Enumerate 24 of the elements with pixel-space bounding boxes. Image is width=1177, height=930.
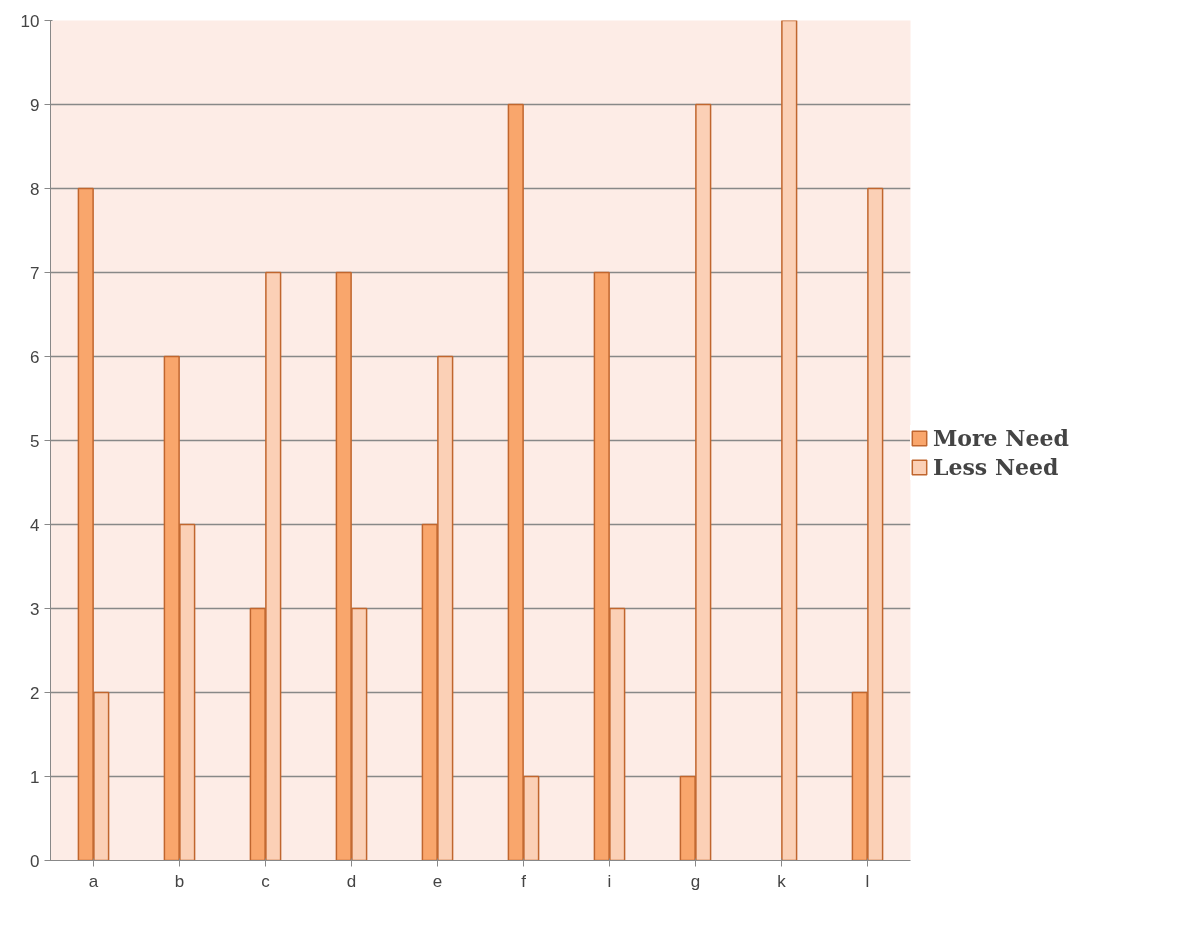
x-tick-label: e [432, 871, 443, 891]
y-tick-label: 7 [30, 263, 40, 283]
x-tick-label: c [261, 871, 271, 891]
y-tick-label: 0 [30, 851, 40, 871]
x-tick-label: a [88, 871, 99, 891]
x-tick-label: i [607, 871, 612, 891]
y-tick-label: 8 [30, 179, 40, 199]
x-tick-label: l [865, 871, 870, 891]
y-tick-label: 2 [30, 683, 40, 703]
x-tick-label: d [346, 871, 357, 891]
y-tick-label: 1 [30, 767, 40, 787]
y-tick-label: 3 [30, 599, 40, 619]
x-tick-label: g [690, 871, 701, 891]
y-tick-label: 10 [20, 11, 40, 31]
y-tick-label: 5 [30, 431, 40, 451]
x-tick-label: b [174, 871, 185, 891]
x-tick-label: k [777, 871, 787, 891]
bar [781, 20, 798, 861]
y-tick-label: 4 [30, 515, 40, 535]
y-tick-label: 6 [30, 347, 40, 367]
legend-label: Less Need [933, 454, 1059, 480]
x-tick-label: f [521, 871, 527, 891]
y-tick-label: 9 [30, 95, 40, 115]
legend-label: More Need [933, 425, 1069, 451]
